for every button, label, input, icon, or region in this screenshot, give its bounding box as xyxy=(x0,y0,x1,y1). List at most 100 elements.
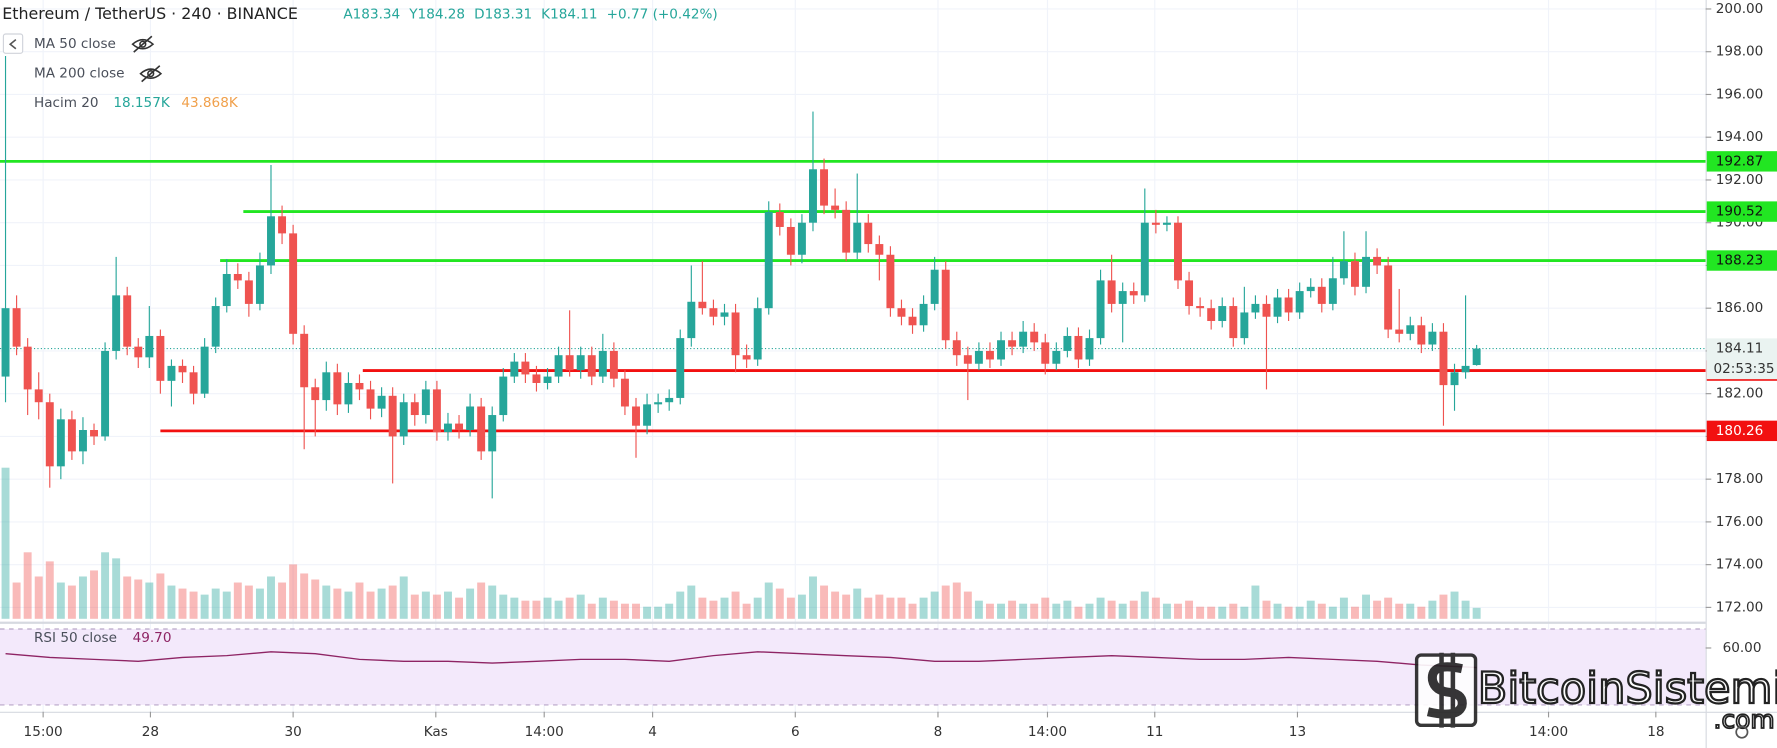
y-tick-label: 192.00 xyxy=(1716,172,1764,188)
candle-body xyxy=(997,340,1005,360)
volume-bar xyxy=(67,585,76,619)
volume-bar xyxy=(1151,597,1160,619)
candle-body xyxy=(1472,348,1481,366)
volume-bar xyxy=(1096,597,1105,619)
candle-body xyxy=(864,222,873,245)
last-price-label: 184.11 xyxy=(1716,341,1764,357)
candle-body xyxy=(477,406,486,452)
volume-bar xyxy=(1107,600,1116,619)
candle-body xyxy=(1328,278,1337,304)
volume-bar xyxy=(963,591,972,619)
volume-bar xyxy=(1063,600,1072,619)
volume-bar xyxy=(399,576,408,619)
candle-body xyxy=(1450,372,1459,386)
volume-bar xyxy=(742,603,751,619)
candle-body xyxy=(908,316,917,326)
volume-bar xyxy=(56,582,65,619)
candle-body xyxy=(1008,340,1017,347)
candle-body xyxy=(963,355,972,364)
volume-bar xyxy=(665,603,674,619)
candle-body xyxy=(753,308,762,360)
volume-bar xyxy=(101,552,110,619)
candle-body xyxy=(676,338,685,398)
y-tick-label: 186.00 xyxy=(1716,300,1764,316)
candle-body xyxy=(1461,365,1470,373)
x-tick-label: 14:00 xyxy=(525,724,564,740)
candle-body xyxy=(1273,297,1282,317)
candle-body xyxy=(1218,306,1227,322)
volume-bar xyxy=(831,591,840,619)
x-tick-label: Kas xyxy=(424,724,448,740)
candle-body xyxy=(455,423,463,431)
candle-body xyxy=(576,355,585,371)
volume-bar xyxy=(1417,606,1426,619)
volume-bar xyxy=(1251,585,1260,619)
candle-body xyxy=(731,312,740,356)
candle-body xyxy=(952,340,961,356)
volume-bar xyxy=(1074,606,1083,619)
volume-bar xyxy=(598,597,607,619)
volume-bar xyxy=(709,600,718,619)
volume-bar xyxy=(189,591,198,619)
volume-layer xyxy=(1,467,1481,619)
candle-body xyxy=(355,382,364,390)
volume-bar xyxy=(1461,600,1470,619)
candle-body xyxy=(853,222,862,253)
volume-bar xyxy=(1439,594,1448,619)
candle-body xyxy=(488,415,497,452)
candle-body xyxy=(432,389,441,433)
candle-body xyxy=(665,397,674,403)
volume-bar xyxy=(222,591,231,619)
candle-body xyxy=(1096,280,1105,339)
ohlc-value: A183.34 xyxy=(343,7,400,23)
volume-bar xyxy=(134,579,143,619)
candle-body xyxy=(974,350,983,364)
candle-body xyxy=(897,308,906,317)
collapse-icon xyxy=(8,39,17,50)
candle-body xyxy=(1417,325,1426,345)
volume-bar xyxy=(145,582,154,619)
candle-body xyxy=(831,205,840,210)
candle-body xyxy=(565,355,574,371)
y-tick-label: 178.00 xyxy=(1716,471,1764,487)
collapse-button[interactable] xyxy=(2,33,24,54)
candle-body xyxy=(222,273,231,307)
x-tick-label: 4 xyxy=(648,724,657,740)
chart-title: Ethereum / TetherUS · 240 · BINANCE xyxy=(2,4,298,23)
candle-body xyxy=(985,350,994,360)
volume-bar xyxy=(587,603,596,619)
candle-body xyxy=(333,372,342,405)
volume-bar xyxy=(521,600,530,619)
ohlc-legend: A183.34 Y184.28 D183.31 K184.11 +0.77 (+0.42… xyxy=(343,7,717,23)
candle-body xyxy=(322,372,331,401)
candle-body xyxy=(112,295,121,351)
volume-bar xyxy=(1284,606,1293,619)
volume-bar xyxy=(455,597,463,619)
y-tick-label: 172.00 xyxy=(1716,599,1764,615)
candle-body xyxy=(698,301,707,309)
candle-body xyxy=(90,430,98,437)
candle-body xyxy=(609,350,618,379)
volume-bar xyxy=(1317,603,1326,619)
settings-icon[interactable] xyxy=(1735,725,1749,739)
volume-bar xyxy=(388,585,397,619)
volume-bar xyxy=(565,597,574,619)
candle-body xyxy=(444,423,452,433)
candle-body xyxy=(377,395,386,409)
eye-hidden-icon[interactable] xyxy=(131,35,155,53)
volume-bar xyxy=(1207,606,1216,619)
candle-body xyxy=(78,430,87,452)
volume-bar xyxy=(112,558,121,619)
y-tick-label: 196.00 xyxy=(1716,86,1764,102)
eye-hidden-icon[interactable] xyxy=(139,65,163,83)
volume-bar xyxy=(930,591,939,619)
candle-body xyxy=(742,355,751,360)
candle-body xyxy=(620,378,629,407)
volume-bar xyxy=(1295,606,1304,619)
candle-body xyxy=(554,355,563,377)
volume-bar xyxy=(786,597,795,619)
candle-body xyxy=(1030,331,1039,343)
legend-volume-value: 18.157K xyxy=(113,95,171,111)
candle-body xyxy=(200,346,209,394)
